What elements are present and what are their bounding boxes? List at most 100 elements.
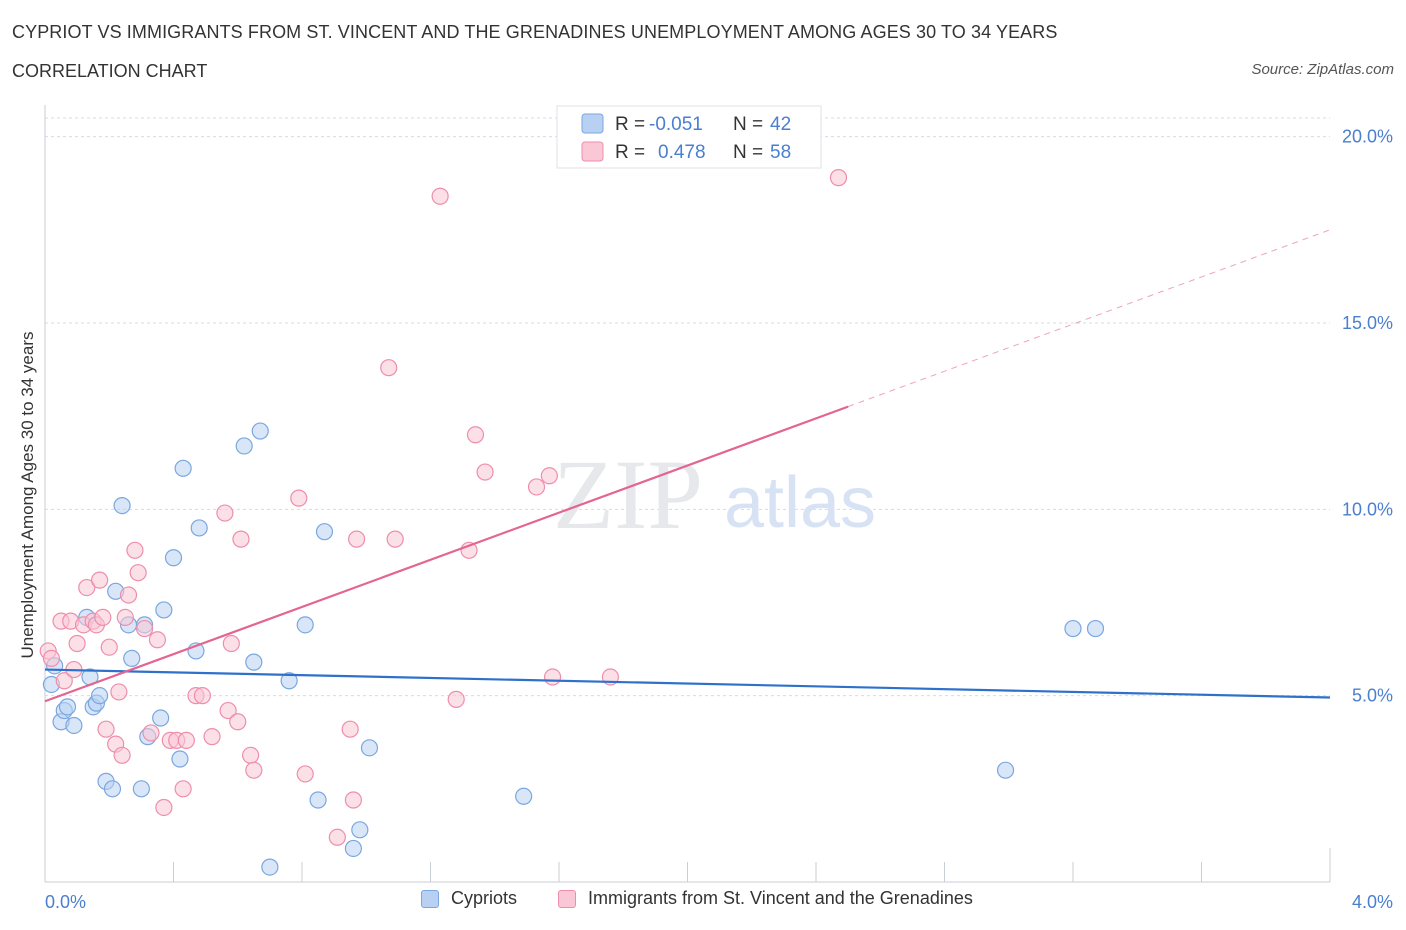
immigrant-point <box>290 489 308 507</box>
immigrant-point <box>203 728 221 746</box>
immigrant-point <box>142 724 160 742</box>
immigrant-point <box>148 631 167 649</box>
legend-n-value-immigrants: 58 <box>770 142 791 163</box>
immigrant-point <box>296 765 314 783</box>
immigrant-point <box>68 634 86 653</box>
cypriot-point <box>190 519 208 537</box>
immigrant-point <box>447 690 465 708</box>
immigrant-point <box>78 578 96 597</box>
legend-n-label-immigrants: N = <box>733 142 763 163</box>
cypriot-point <box>164 549 183 567</box>
cypriot-point <box>91 687 109 705</box>
cypriot-point <box>315 523 334 541</box>
immigrant-point <box>341 720 359 738</box>
immigrant-point <box>97 720 115 738</box>
cypriot-point <box>113 496 131 515</box>
immigrant-point <box>55 672 73 690</box>
cypriot-trend-line <box>44 668 1331 699</box>
immigrant-point <box>216 504 234 522</box>
immigrant-point <box>380 359 398 377</box>
legend-r-value-cypriots: -0.051 <box>649 114 703 135</box>
cypriot-point <box>296 616 314 634</box>
cypriot-point <box>65 716 83 735</box>
cypriot-point <box>1086 619 1105 638</box>
immigrant-point <box>110 683 128 701</box>
y-tick-label: 20.0% <box>1342 127 1393 147</box>
immigrant-point <box>466 426 485 444</box>
immigrant-point <box>540 467 558 485</box>
grid <box>45 117 1330 697</box>
legend-item-immigrants[interactable]: Immigrants from St. Vincent and the Gren… <box>558 888 973 909</box>
legend-r-label-immigrants: R = <box>615 142 645 163</box>
immigrant-trend-line <box>44 405 849 703</box>
cypriot-point <box>251 422 269 440</box>
immigrant-trend-line-extension <box>847 229 1331 408</box>
cypriot-point <box>309 791 327 809</box>
legend-label-immigrants: Immigrants from St. Vincent and the Gren… <box>588 888 973 908</box>
cypriot-point <box>515 787 533 805</box>
watermark-atlas: atlas <box>724 463 876 543</box>
immigrant-point <box>94 608 112 626</box>
cypriot-point <box>261 858 279 876</box>
immigrant-point <box>222 634 240 653</box>
cypriot-point <box>132 780 150 798</box>
immigrant-point <box>42 649 61 667</box>
legend-r-label-cypriots: R = <box>615 114 645 135</box>
immigrant-point <box>174 780 192 798</box>
legend-r-value-immigrants: 0.478 <box>658 142 706 163</box>
legend-marker-cypriots <box>421 889 439 908</box>
immigrant-point <box>527 478 546 496</box>
y-tick-label: 10.0% <box>1342 499 1393 519</box>
immigrant-point <box>177 731 195 749</box>
source-attribution: Source: ZipAtlas.com <box>1251 61 1394 78</box>
axes: 5.0% 10.0% 15.0% 20.0% 0.0% 4.0% <box>44 105 1393 912</box>
immigrant-point <box>135 619 154 638</box>
cypriot-point <box>344 839 362 858</box>
immigrant-point <box>431 187 449 205</box>
cypriot-point <box>103 780 122 798</box>
chart-title: CYPRIOT VS IMMIGRANTS FROM ST. VINCENT A… <box>12 22 1058 42</box>
immigrant-point <box>229 713 247 731</box>
watermark-zip: ZIP <box>553 439 703 550</box>
immigrant-point <box>829 169 848 187</box>
watermark: ZIP atlas <box>553 439 876 550</box>
legend-n-label-cypriots: N = <box>733 114 763 135</box>
immigrant-point <box>328 828 346 846</box>
immigrant-point <box>245 761 263 779</box>
immigrant-point <box>116 608 134 626</box>
data-points <box>39 169 1105 876</box>
immigrant-point <box>100 638 118 656</box>
immigrant-point <box>232 530 250 548</box>
immigrant-point <box>91 571 109 589</box>
cypriot-point <box>280 672 298 690</box>
immigrant-point <box>155 798 173 817</box>
immigrant-point <box>344 791 362 809</box>
x-tick-label: 0.0% <box>45 892 86 912</box>
legend-marker-immigrants <box>558 889 576 908</box>
immigrant-point <box>348 530 366 548</box>
cypriot-point <box>58 698 77 716</box>
cypriot-point <box>235 437 253 455</box>
immigrant-point <box>386 530 404 548</box>
legend-swatch-cypriots <box>581 113 604 134</box>
trend-lines <box>44 229 1331 703</box>
x-tick-label: 4.0% <box>1352 892 1393 912</box>
cypriot-point <box>245 653 263 671</box>
legend-item-cypriots[interactable]: Cypriots <box>421 888 517 909</box>
immigrant-point <box>126 541 144 559</box>
legend-n-value-cypriots: 42 <box>770 114 791 135</box>
legend-label-cypriots: Cypriots <box>451 888 518 908</box>
chart-subtitle: CORRELATION CHART <box>12 61 208 81</box>
stats-legend: R = -0.051 N = 42 R = 0.478 N = 58 <box>556 105 822 169</box>
cypriot-point <box>360 739 379 757</box>
immigrant-point <box>242 746 260 764</box>
immigrant-point <box>543 668 562 686</box>
immigrant-point <box>119 586 138 604</box>
y-tick-label: 15.0% <box>1342 313 1393 333</box>
immigrant-point <box>113 746 131 764</box>
cypriot-point <box>174 459 192 477</box>
cypriot-point <box>123 649 141 667</box>
immigrant-point <box>193 687 212 705</box>
cypriot-point <box>171 750 189 768</box>
y-tick-label: 5.0% <box>1352 686 1393 706</box>
